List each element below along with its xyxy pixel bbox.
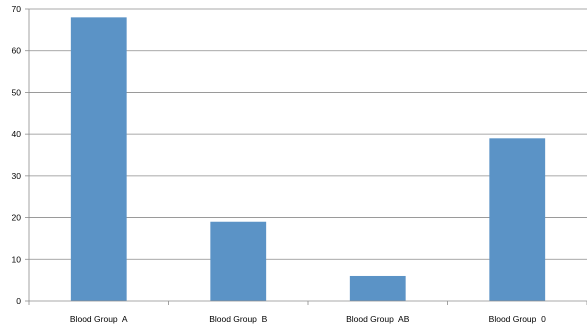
x-tick-label-3: Blood Group AB [346,314,410,324]
bar-3 [349,275,406,301]
y-tick-label-0: 0 [16,296,21,306]
y-tick-label-60: 60 [12,46,22,56]
x-tick-label-2: Blood Group B [209,314,267,324]
bar-4 [489,138,546,301]
x-tick-labels: Blood Group A Blood Group B Blood Group AB… [70,314,546,324]
axes [25,8,587,305]
y-tick-label-70: 70 [12,4,22,14]
x-tick-label-1: Blood Group A [70,314,128,324]
y-tick-label-50: 50 [12,87,22,97]
y-tick-label-40: 40 [12,129,22,139]
y-tick-label-20: 20 [12,213,22,223]
bar-2 [210,221,267,301]
y-tick-label-30: 30 [12,171,22,181]
bars [70,17,546,301]
x-tick-label-4: Blood Group 0 [489,314,546,324]
y-tick-labels: 0 10 20 30 40 50 60 70 [12,4,22,306]
bar-1 [70,17,127,301]
y-tick-label-10: 10 [12,254,22,264]
